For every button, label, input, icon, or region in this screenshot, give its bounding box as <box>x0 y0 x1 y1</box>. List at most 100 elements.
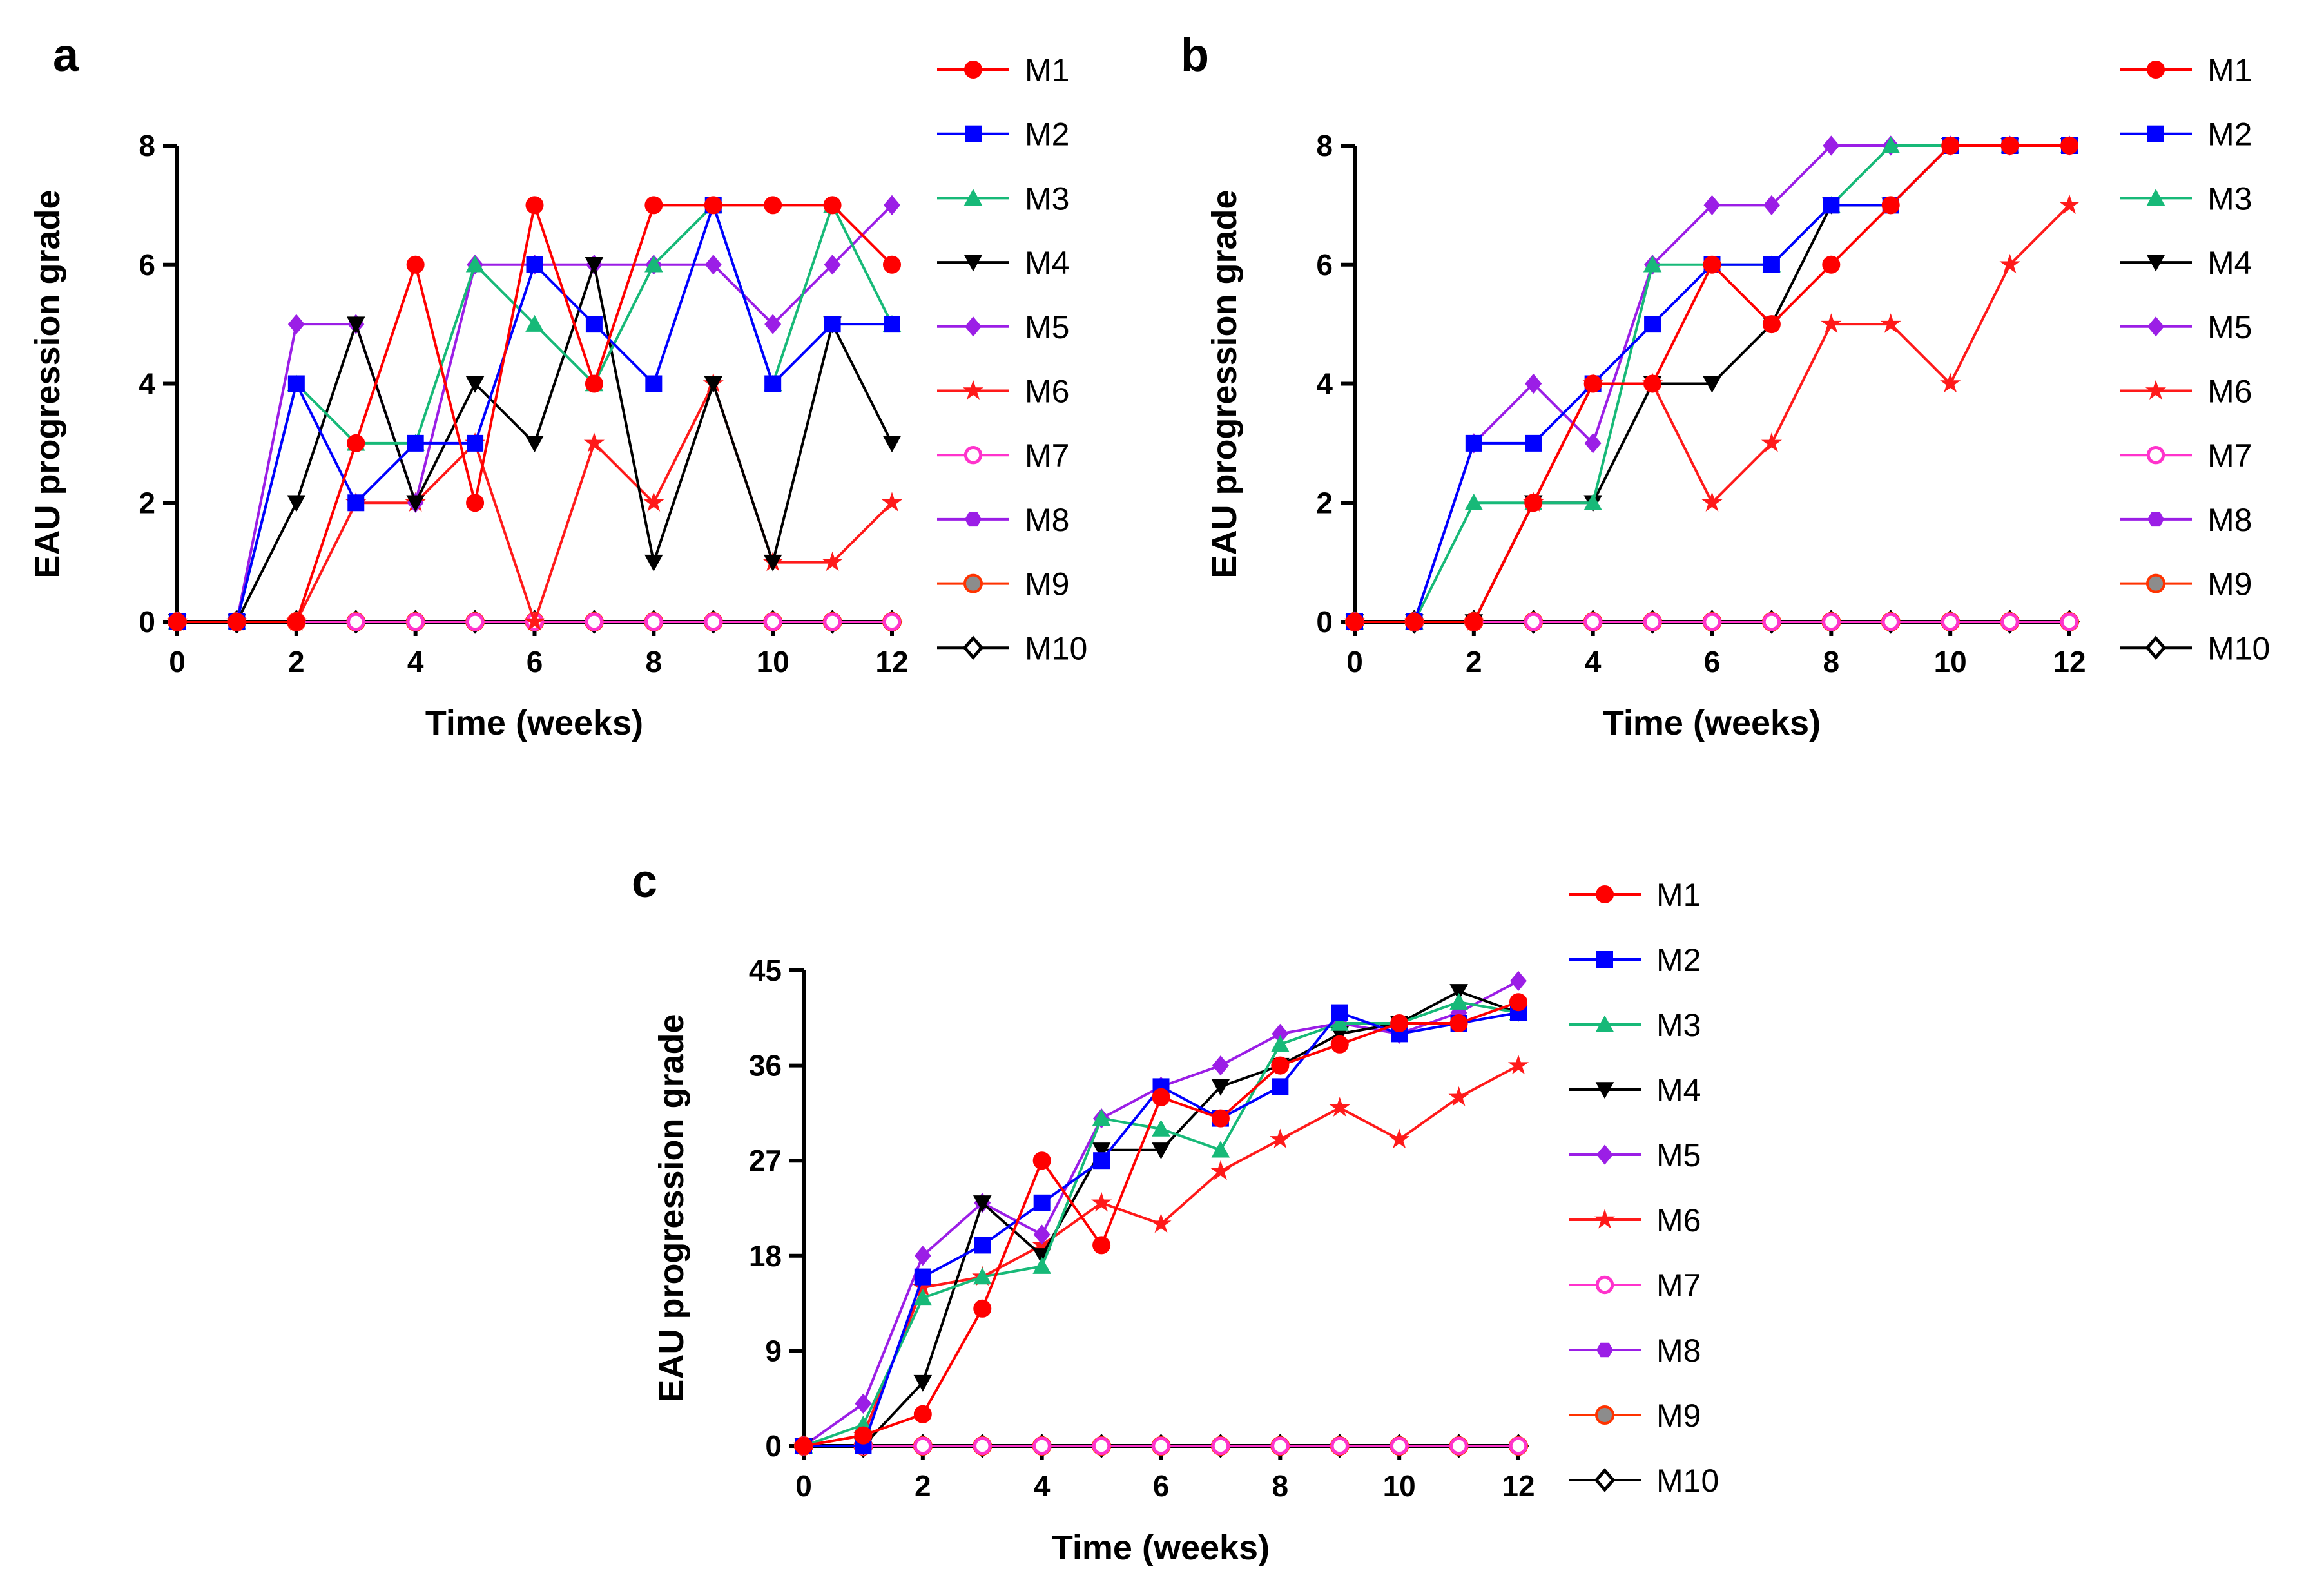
data-point <box>287 375 305 392</box>
x-tick-label: 2 <box>915 1469 931 1503</box>
legend-item: M3 <box>2120 180 2252 217</box>
data-point <box>1881 196 1900 215</box>
data-point <box>1389 1128 1410 1149</box>
data-point <box>1583 612 1602 631</box>
legend-marker <box>2145 380 2167 400</box>
data-point <box>884 195 900 215</box>
data-point <box>1346 613 1364 631</box>
data-point <box>347 612 365 631</box>
data-point <box>1583 374 1602 393</box>
legend-label: M9 <box>1656 1398 1701 1434</box>
data-point <box>823 612 842 631</box>
data-point <box>168 613 186 631</box>
data-point <box>347 434 365 452</box>
legend-marker <box>965 125 982 142</box>
data-point <box>1509 1436 1528 1456</box>
data-point <box>973 1299 992 1318</box>
y-tick-label: 9 <box>765 1334 782 1367</box>
data-point <box>525 196 544 215</box>
legend-marker <box>965 316 982 337</box>
data-point <box>1092 1109 1111 1126</box>
data-point <box>1761 432 1782 452</box>
legend-marker <box>1596 1342 1613 1358</box>
data-point <box>1092 1436 1111 1456</box>
data-point <box>1211 1109 1230 1128</box>
data-point <box>1152 1119 1170 1137</box>
data-point <box>1390 1014 1409 1032</box>
legend: M1 M2 M3 M4 M5 M6 M7 M8 M9 M10 <box>1569 877 1719 1499</box>
data-point <box>1092 1142 1111 1160</box>
data-point <box>1525 373 1542 394</box>
data-point <box>973 1195 992 1213</box>
y-tick-label: 0 <box>139 605 155 639</box>
legend-label: M10 <box>1025 630 1087 666</box>
legend-marker <box>2146 573 2165 593</box>
data-point <box>1643 374 1662 393</box>
x-tick-label: 10 <box>1934 645 1967 679</box>
x-tick-label: 0 <box>169 645 186 679</box>
legend-marker <box>963 189 983 206</box>
panel-b: b 0 2 4 6 8 0 2 4 6 8 10 12 Time (weeks) EAU progressi… <box>1181 30 2270 742</box>
legend-marker <box>965 512 982 527</box>
data-point <box>526 256 543 273</box>
legend-label: M1 <box>2207 52 2252 88</box>
series-M4 <box>168 257 902 631</box>
data-point <box>914 1268 931 1286</box>
data-point <box>822 551 843 572</box>
legend-marker <box>1596 885 1614 903</box>
data-point <box>524 611 545 631</box>
data-point <box>287 495 306 512</box>
legend-item: M1 <box>2120 52 2252 88</box>
data-point <box>2060 612 2079 631</box>
legend-item: M1 <box>937 52 1069 88</box>
legend-item: M4 <box>937 245 1069 281</box>
data-point <box>1152 1142 1170 1160</box>
data-point <box>644 255 663 273</box>
y-tick-label: 27 <box>749 1144 782 1177</box>
data-point <box>585 316 603 333</box>
data-point <box>764 375 782 392</box>
data-point <box>883 255 901 274</box>
data-point <box>1763 256 1780 273</box>
data-point <box>1941 612 1960 631</box>
data-point <box>1330 1035 1349 1054</box>
legend-item: M4 <box>2120 245 2252 281</box>
x-tick-label: 0 <box>1346 645 1363 679</box>
legend-marker <box>1596 951 1613 968</box>
panel-letter: b <box>1181 30 1209 81</box>
legend-marker <box>2146 255 2165 272</box>
data-point <box>1703 612 1721 631</box>
legend-marker <box>2146 446 2165 465</box>
data-point <box>1465 434 1482 452</box>
data-point <box>854 1426 873 1445</box>
data-point <box>466 494 485 512</box>
data-point <box>1405 613 1424 631</box>
legend-marker <box>1594 1468 1616 1492</box>
x-tick-label: 4 <box>1034 1469 1051 1503</box>
data-point <box>2060 137 2078 155</box>
data-point <box>406 255 425 274</box>
data-point <box>1032 1257 1051 1274</box>
x-tick-label: 6 <box>1153 1469 1170 1503</box>
data-point <box>1211 1079 1230 1096</box>
legend: M1 M2 M3 M4 M5 M6 M7 M8 M9 M10 <box>2120 52 2270 666</box>
data-point <box>1821 313 1842 333</box>
data-point <box>1449 1436 1468 1456</box>
series-M6 <box>793 1054 1529 1455</box>
legend-item: M4 <box>1569 1072 1701 1108</box>
legend-label: M7 <box>1025 438 1069 474</box>
data-point <box>1150 1213 1172 1233</box>
data-point <box>643 492 664 512</box>
legend-marker <box>963 446 983 465</box>
legend-item: M7 <box>937 438 1069 474</box>
data-point <box>1212 1055 1229 1076</box>
legend-item: M8 <box>1569 1333 1701 1369</box>
data-point <box>1271 1436 1290 1456</box>
data-point <box>1940 372 1961 393</box>
data-point <box>1507 1054 1529 1075</box>
data-point <box>1823 135 1840 156</box>
data-point <box>1703 255 1721 274</box>
legend-marker <box>2145 635 2167 660</box>
series-M1 <box>1346 137 2078 631</box>
data-point <box>406 612 425 631</box>
